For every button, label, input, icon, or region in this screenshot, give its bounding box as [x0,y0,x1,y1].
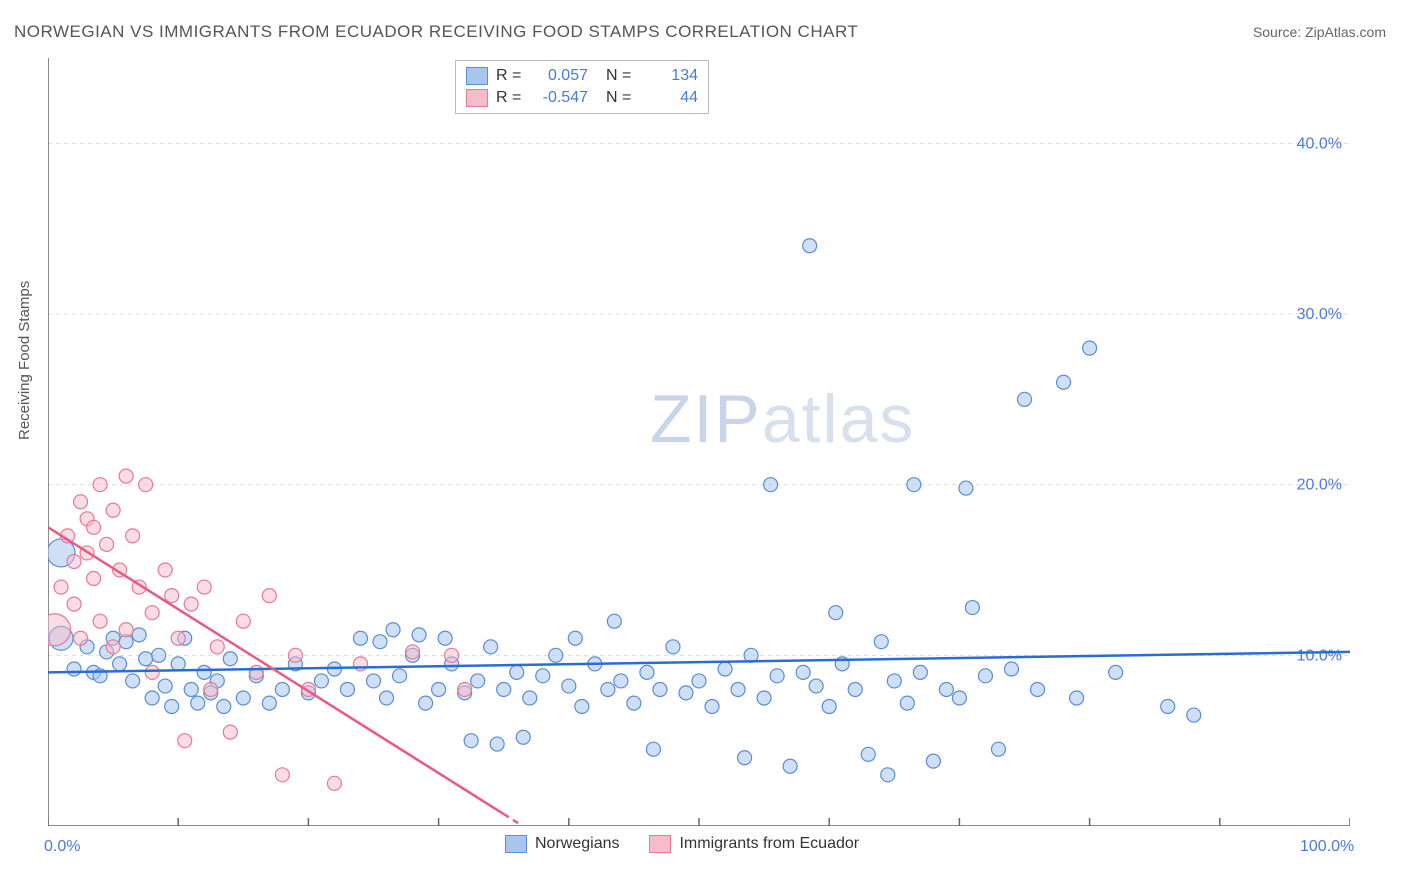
swatch-series2 [649,835,671,853]
chart-title: NORWEGIAN VS IMMIGRANTS FROM ECUADOR REC… [14,22,858,42]
r-label: R = [496,89,524,107]
plot-area: 10.0% 20.0% 30.0% 40.0% [48,58,1350,826]
bottom-legend: Norwegians Immigrants from Ecuador [505,835,859,853]
swatch-series1 [505,835,527,853]
svg-text:20.0%: 20.0% [1297,477,1342,494]
n-value-series1: 134 [642,67,698,85]
r-label: R = [496,67,524,85]
r-value-series2: -0.547 [532,89,588,107]
scatter-plot-svg: 10.0% 20.0% 30.0% 40.0% [48,58,1350,826]
swatch-series2 [466,89,488,107]
stats-legend-box: R = 0.057 N = 134 R = -0.547 N = 44 [455,60,709,114]
svg-text:10.0%: 10.0% [1297,647,1342,664]
legend-item-series1: Norwegians [505,835,619,853]
source-attribution: Source: ZipAtlas.com [1253,24,1386,40]
legend-item-series2: Immigrants from Ecuador [649,835,859,853]
y-axis-label: Receiving Food Stamps [16,281,33,440]
n-value-series2: 44 [642,89,698,107]
x-tick-0: 0.0% [44,838,80,856]
svg-text:30.0%: 30.0% [1297,306,1342,323]
swatch-series1 [466,67,488,85]
x-tick-100: 100.0% [1300,838,1354,856]
r-value-series1: 0.057 [532,67,588,85]
legend-label-series2: Immigrants from Ecuador [679,835,859,853]
svg-text:40.0%: 40.0% [1297,135,1342,152]
n-label: N = [606,67,634,85]
n-label: N = [606,89,634,107]
stats-row-series1: R = 0.057 N = 134 [466,65,698,87]
correlation-chart: NORWEGIAN VS IMMIGRANTS FROM ECUADOR REC… [0,0,1406,892]
stats-row-series2: R = -0.547 N = 44 [466,87,698,109]
legend-label-series1: Norwegians [535,835,619,853]
